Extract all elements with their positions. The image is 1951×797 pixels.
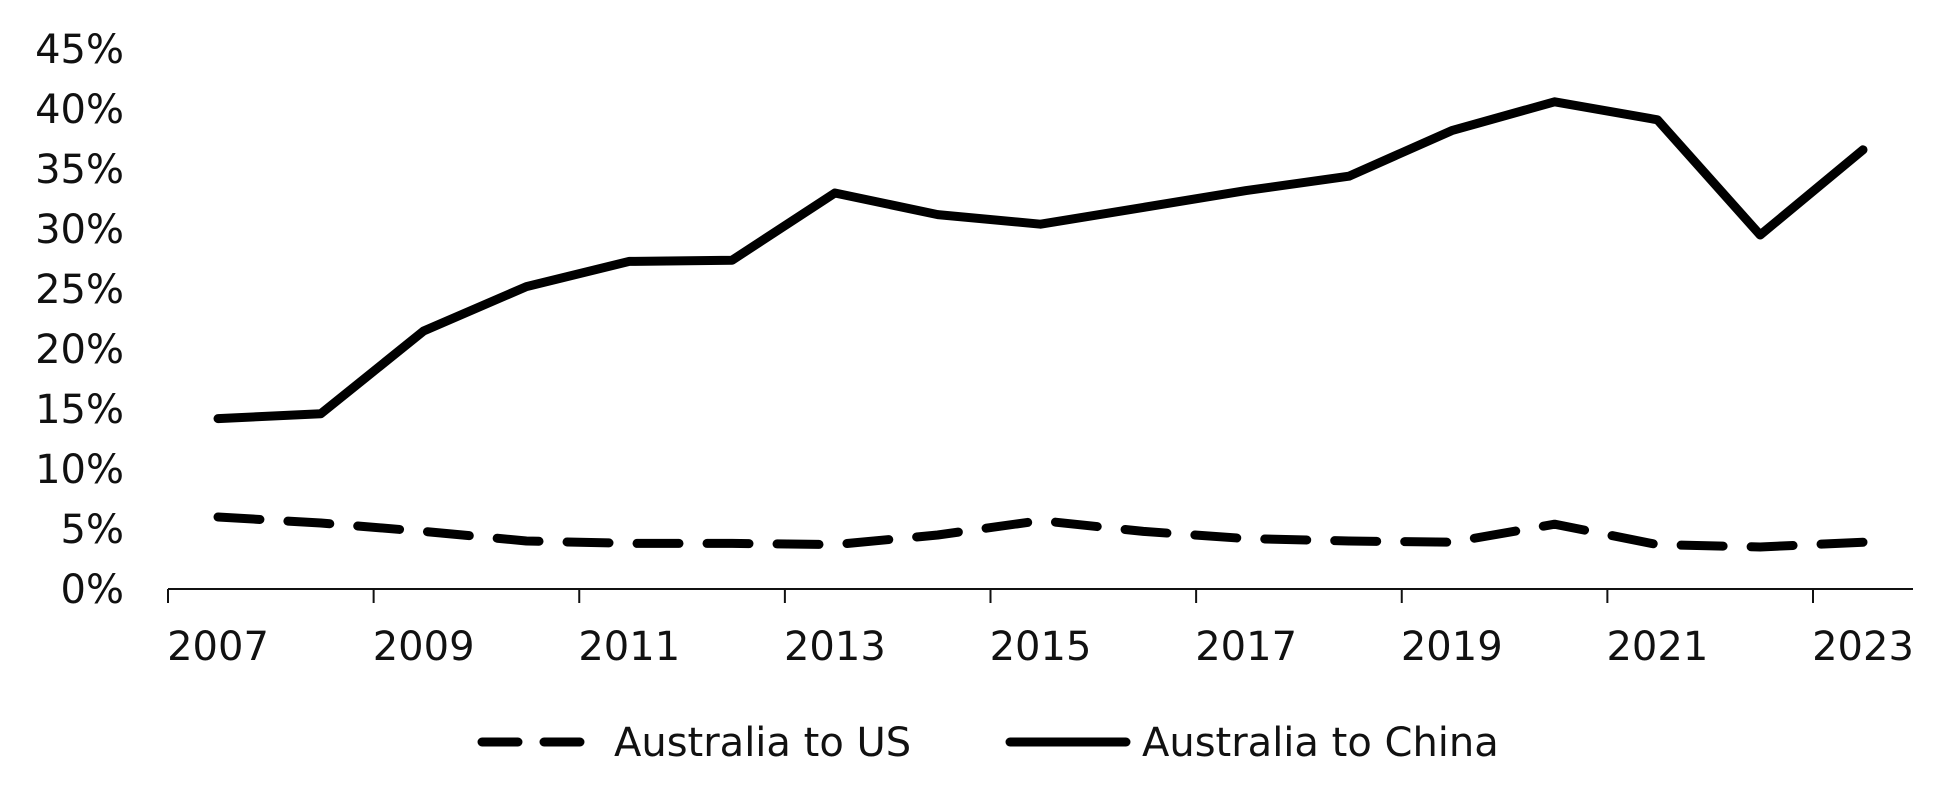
x-axis: 2007 2009 2011 2013 2015 2017 2019 2021 2023 <box>167 588 1914 670</box>
legend-label: Australia to US <box>614 720 911 766</box>
series-line-australia-to-us <box>213 512 1868 552</box>
y-tick-label: 25% <box>35 267 124 313</box>
x-tick-label: 2021 <box>1606 624 1708 670</box>
x-tick-label: 2013 <box>784 624 886 670</box>
series-layer <box>213 97 1868 552</box>
x-tick-label: 2017 <box>1195 624 1297 670</box>
y-tick-label: 40% <box>35 87 124 133</box>
x-tick-label: 2023 <box>1812 624 1914 670</box>
y-axis-ticks: 0% 5% 10% 15% 20% 25% 30% 35% 40% 45% <box>35 27 124 613</box>
x-axis-ticks: 2007 2009 2011 2013 2015 2017 2019 2021 2023 <box>167 589 1914 670</box>
y-tick-label: 45% <box>35 27 124 73</box>
x-tick-label: 2011 <box>578 624 680 670</box>
x-tick-label: 2009 <box>373 624 475 670</box>
y-tick-label: 5% <box>61 507 124 553</box>
legend-label: Australia to China <box>1142 720 1499 766</box>
x-tick-label: 2007 <box>167 624 269 670</box>
x-tick-label: 2015 <box>990 624 1092 670</box>
y-tick-label: 20% <box>35 327 124 373</box>
y-tick-label: 0% <box>61 567 124 613</box>
y-tick-label: 15% <box>35 387 124 433</box>
y-tick-label: 35% <box>35 147 124 193</box>
y-tick-label: 30% <box>35 207 124 253</box>
y-tick-label: 10% <box>35 447 124 493</box>
x-tick-label: 2019 <box>1401 624 1503 670</box>
series-line-australia-to-china <box>213 97 1868 424</box>
legend: Australia to US Australia to China <box>477 720 1499 766</box>
